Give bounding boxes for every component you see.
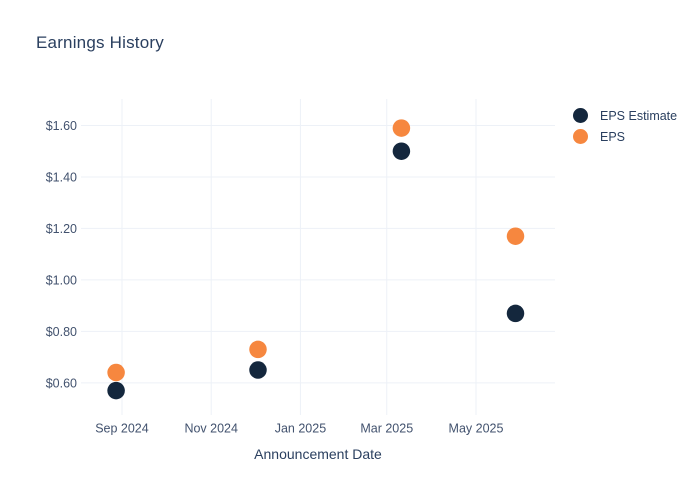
x-tick-label: Sep 2024: [95, 422, 149, 436]
y-tick-label: $0.60: [46, 376, 77, 390]
legend-item-eps[interactable]: EPS: [572, 126, 677, 147]
data-point-eps-estimate[interactable]: [107, 381, 125, 400]
legend-label: EPS Estimate: [600, 108, 678, 123]
y-tick-label: $0.80: [46, 325, 77, 339]
legend: EPS Estimate EPS: [572, 105, 677, 147]
x-tick-label: Jan 2025: [275, 422, 326, 436]
legend-label: EPS: [600, 129, 626, 144]
data-point-eps-estimate[interactable]: [249, 361, 267, 379]
legend-marker-icon: [573, 129, 588, 144]
legend-item-eps-estimate[interactable]: EPS Estimate: [572, 105, 677, 126]
x-axis-title: Announcement Date: [254, 446, 382, 462]
legend-marker-icon: [573, 108, 588, 123]
y-tick-label: $1.20: [46, 222, 77, 236]
data-point-eps-estimate[interactable]: [392, 142, 411, 160]
data-point-eps-estimate[interactable]: [506, 304, 525, 323]
x-tick-label: May 2025: [449, 422, 504, 436]
y-tick-label: $1.00: [46, 273, 77, 287]
data-point-eps[interactable]: [249, 340, 267, 359]
data-point-eps[interactable]: [392, 119, 411, 137]
x-tick-label: Mar 2025: [360, 422, 413, 436]
data-point-eps[interactable]: [107, 363, 125, 382]
chart-title: Earnings History: [36, 33, 164, 52]
y-tick-label: $1.60: [46, 119, 77, 133]
y-tick-label: $1.40: [46, 170, 77, 184]
data-point-eps[interactable]: [506, 227, 525, 245]
x-tick-label: Nov 2024: [184, 422, 238, 436]
